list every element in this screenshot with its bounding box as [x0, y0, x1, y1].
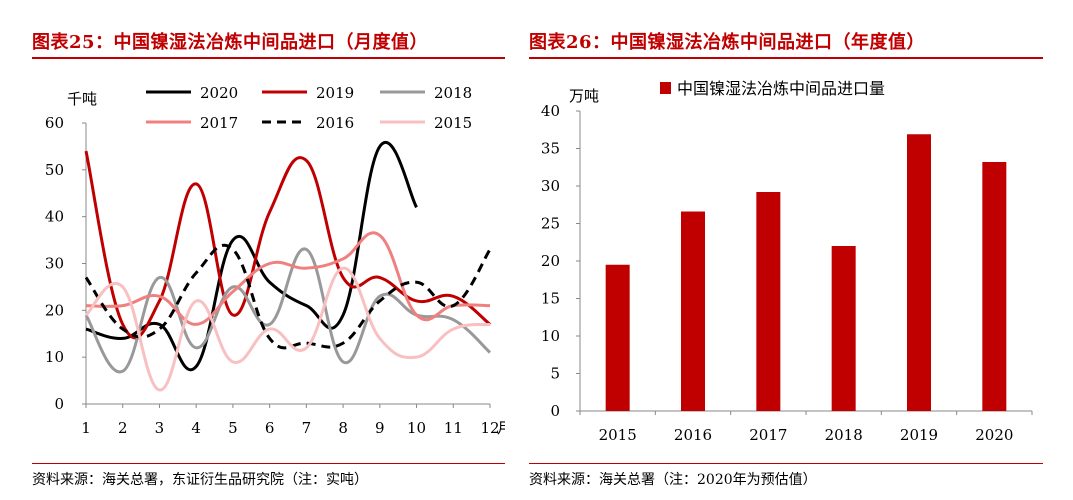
x-tick-label: 2015: [599, 426, 637, 444]
series-line-2018: [84, 247, 492, 374]
x-axis-unit: 月: [497, 419, 505, 437]
y-tick-label: 0: [54, 395, 64, 413]
legend-label-2016: 2016: [316, 114, 354, 132]
series-line-2017: [85, 231, 491, 326]
title-rule: [529, 57, 1043, 59]
annual-chart-source: 资料来源：海关总署（注：2020年为预估值）: [529, 472, 817, 488]
x-tick-label: 8: [338, 419, 348, 437]
bar-2017: [756, 192, 781, 411]
annual-chart-title: 图表26：中国镍湿法冶炼中间品进口（年度值）: [529, 32, 926, 53]
x-tick-label: 11: [444, 419, 463, 437]
x-tick-label: 4: [191, 419, 201, 437]
x-tick-label: 6: [265, 419, 275, 437]
x-tick-label: 2019: [900, 426, 938, 444]
y-tick-label: 35: [541, 140, 560, 158]
monthly-chart-source: 资料来源：海关总署，东证衍生品研究院（注：实吨）: [32, 472, 368, 488]
x-tick-label: 10: [407, 419, 426, 437]
series-line-2016: [84, 243, 492, 350]
legend-label: 中国镍湿法冶炼中间品进口量: [677, 79, 885, 98]
y-tick-label: 15: [541, 290, 560, 308]
y-tick-label: 40: [541, 102, 560, 120]
annual-bar-chart: 0 5 10 15 20 25 30 35 40 万吨 2015 2016 2017 2018 2019 20…: [541, 79, 1033, 444]
series-line-2019: [84, 150, 491, 340]
series-line-2015: [84, 266, 491, 392]
x-tick-label: 5: [228, 419, 238, 437]
monthly-chart-panel: 图表25：中国镍湿法冶炼中间品进口（月度值） 0 10 20 30 40 50 60 1 2 3 4…: [0, 0, 505, 500]
x-tick-label: 2020: [975, 426, 1013, 444]
y-tick-label: 20: [45, 301, 64, 319]
x-tick-label: 2: [118, 419, 128, 437]
legend-label-2017: 2017: [200, 114, 238, 132]
y-tick-label: 60: [45, 114, 64, 132]
legend-label-2015: 2015: [434, 114, 472, 132]
y-tick-label: 40: [45, 208, 64, 226]
legend-label-2020: 2020: [200, 84, 238, 102]
x-tick-label: 9: [375, 419, 385, 437]
x-tick-label: 1: [81, 419, 91, 437]
x-tick-label: 2018: [825, 426, 863, 444]
y-tick-label: 30: [45, 255, 64, 273]
y-tick-label: 10: [541, 327, 560, 345]
y-tick-label: 25: [541, 215, 560, 233]
title-rule: [32, 57, 505, 59]
x-tick-label: 12: [480, 419, 499, 437]
legend-swatch: [660, 82, 671, 94]
y-axis-unit: 万吨: [569, 87, 599, 105]
y-tick-label: 10: [45, 348, 64, 366]
x-tick-label: 2017: [749, 426, 787, 444]
source-rule: [32, 463, 505, 464]
y-tick-label: 0: [550, 402, 560, 420]
legend-label-2018: 2018: [434, 84, 472, 102]
source-rule: [529, 463, 1043, 464]
y-tick-label: 20: [541, 252, 560, 270]
y-axis-unit: 千吨: [67, 90, 97, 108]
legend-label-2019: 2019: [316, 84, 354, 102]
y-tick-label: 50: [45, 161, 64, 179]
y-tick-label: 5: [550, 365, 560, 383]
bar-2018: [831, 246, 856, 411]
x-tick-label: 7: [302, 419, 312, 437]
bar-2019: [907, 134, 931, 411]
annual-chart-panel: 图表26：中国镍湿法冶炼中间品进口（年度值） 0 5 10 15 20 25 30 35 40 万…: [527, 0, 1073, 500]
bar-2016: [681, 211, 705, 411]
x-tick-label: 3: [155, 419, 165, 437]
y-tick-label: 30: [541, 177, 560, 195]
monthly-chart-title: 图表25：中国镍湿法冶炼中间品进口（月度值）: [32, 32, 429, 53]
x-tick-label: 2016: [674, 426, 712, 444]
bar-2020: [982, 162, 1007, 411]
bar-2015: [605, 264, 630, 411]
